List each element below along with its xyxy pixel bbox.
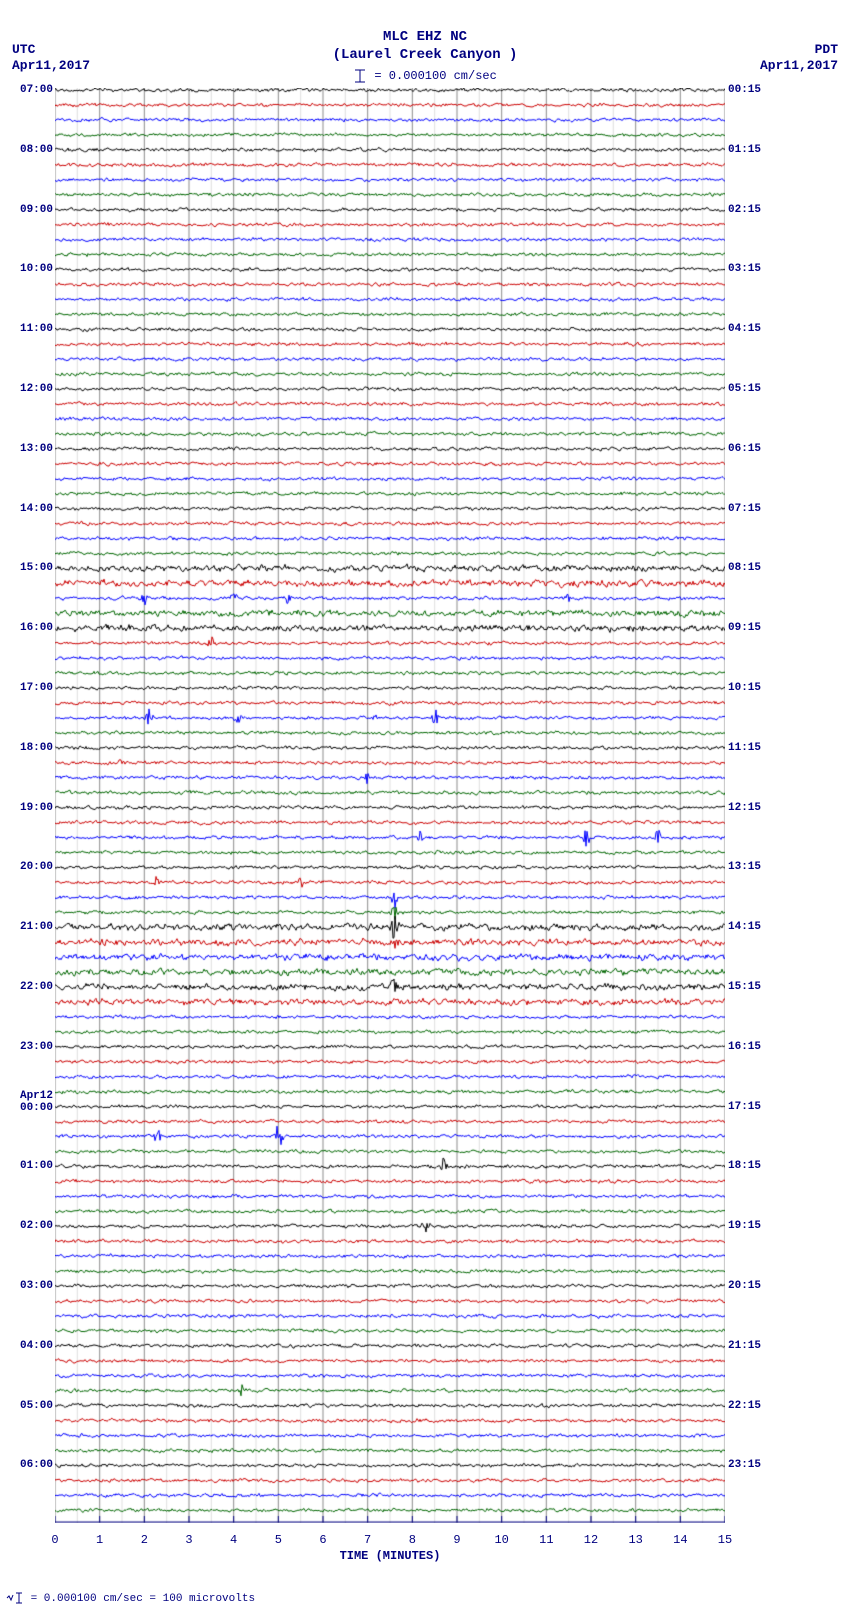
utc-label: 11:00 [0,323,53,335]
x-axis-title: TIME (MINUTES) [55,1549,725,1563]
utc-label: 21:00 [0,921,53,933]
pdt-label: 08:15 [728,562,848,574]
utc-label: 06:00 [0,1459,53,1471]
utc-hour-labels: 07:0008:0009:0010:0011:0012:0013:0014:00… [0,88,53,1523]
pdt-label: 18:15 [728,1160,848,1172]
utc-label: 16:00 [0,622,53,634]
x-tick: 8 [409,1533,416,1547]
timezone-right: PDT Apr11,2017 [760,42,838,75]
x-tick: 11 [539,1533,553,1547]
x-tick: 3 [185,1533,192,1547]
pdt-label: 12:15 [728,802,848,814]
x-tick: 15 [718,1533,732,1547]
utc-label: 01:00 [0,1160,53,1172]
pdt-label: 17:15 [728,1101,848,1113]
scale-bar-icon [353,68,367,84]
pdt-label: 10:15 [728,682,848,694]
utc-label: 10:00 [0,263,53,275]
x-tick: 9 [453,1533,460,1547]
x-tick: 2 [141,1533,148,1547]
pdt-label: 09:15 [728,622,848,634]
pdt-label: 06:15 [728,443,848,455]
station-location: (Laurel Creek Canyon ) [0,46,850,64]
utc-label: 12:00 [0,383,53,395]
x-tick: 1 [96,1533,103,1547]
scale-text: = 0.000100 cm/sec [374,69,496,83]
tz-right-date: Apr11,2017 [760,58,838,74]
utc-label: 23:00 [0,1041,53,1053]
utc-label: 03:00 [0,1280,53,1292]
utc-label: 13:00 [0,443,53,455]
utc-label: 15:00 [0,562,53,574]
pdt-label: 04:15 [728,323,848,335]
pdt-label: 15:15 [728,981,848,993]
seismogram-plot [55,88,725,1523]
x-axis: TIME (MINUTES) 0123456789101112131415 [55,1525,725,1575]
utc-label: 17:00 [0,682,53,694]
tz-left-date: Apr11,2017 [12,58,90,74]
pdt-label: 23:15 [728,1459,848,1471]
utc-label: 18:00 [0,742,53,754]
pdt-label: 00:15 [728,84,848,96]
scale-indicator: = 0.000100 cm/sec [0,68,850,84]
pdt-label: 03:15 [728,263,848,275]
utc-label: 14:00 [0,503,53,515]
pdt-label: 22:15 [728,1400,848,1412]
seismogram-header: MLC EHZ NC (Laurel Creek Canyon ) [0,28,850,64]
footer-text: = 0.000100 cm/sec = 100 microvolts [31,1593,255,1605]
utc-label: 04:00 [0,1340,53,1352]
timezone-left: UTC Apr11,2017 [12,42,90,75]
x-tick: 7 [364,1533,371,1547]
pdt-label: 11:15 [728,742,848,754]
tz-left-name: UTC [12,42,90,58]
pdt-label: 05:15 [728,383,848,395]
utc-label: 05:00 [0,1400,53,1412]
utc-label: 02:00 [0,1220,53,1232]
x-tick: 13 [628,1533,642,1547]
pdt-hour-labels: 00:1501:1502:1503:1504:1505:1506:1507:15… [728,88,848,1523]
utc-label: 19:00 [0,802,53,814]
utc-label: 08:00 [0,144,53,156]
x-tick: 0 [51,1533,58,1547]
station-code: MLC EHZ NC [0,28,850,46]
pdt-label: 01:15 [728,144,848,156]
pdt-label: 20:15 [728,1280,848,1292]
pdt-label: 19:15 [728,1220,848,1232]
x-tick: 6 [319,1533,326,1547]
utc-label: 20:00 [0,861,53,873]
x-tick: 5 [275,1533,282,1547]
utc-label: 07:00 [0,84,53,96]
seismogram-canvas [55,88,725,1523]
pdt-label: 14:15 [728,921,848,933]
tz-right-name: PDT [760,42,838,58]
x-tick: 12 [584,1533,598,1547]
x-tick: 14 [673,1533,687,1547]
pdt-label: 21:15 [728,1340,848,1352]
x-tick: 10 [494,1533,508,1547]
pdt-label: 16:15 [728,1041,848,1053]
utc-label: Apr1200:00 [0,1090,53,1114]
utc-label: 22:00 [0,981,53,993]
x-tick: 4 [230,1533,237,1547]
pdt-label: 13:15 [728,861,848,873]
pdt-label: 02:15 [728,204,848,216]
footer-scale-note: = 0.000100 cm/sec = 100 microvolts [6,1591,255,1605]
utc-label: 09:00 [0,204,53,216]
pdt-label: 07:15 [728,503,848,515]
footer-scale-icon [6,1591,24,1605]
